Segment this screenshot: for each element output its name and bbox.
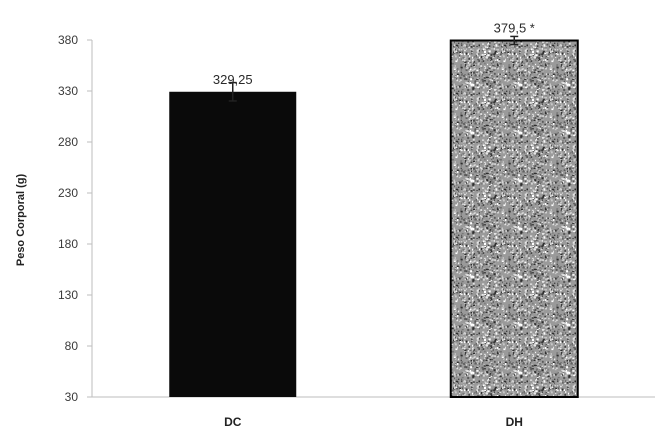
y-tick-label: 80: [65, 339, 79, 353]
y-tick-label: 230: [58, 186, 78, 200]
y-tick-label: 30: [65, 390, 79, 404]
y-tick-label: 130: [58, 288, 78, 302]
x-axis: DC DH: [92, 396, 655, 429]
error-bar: [228, 81, 237, 102]
data-label: 379,5 *: [494, 21, 535, 36]
bar-dc: [169, 91, 297, 397]
bar-dh: [449, 39, 579, 398]
y-axis: 30 80 130 180 230 280 330 380: [58, 33, 93, 404]
x-tick-label: DH: [506, 415, 523, 429]
error-bar: [510, 35, 519, 46]
data-label: 329,25: [213, 72, 253, 87]
y-tick-label: 280: [58, 135, 78, 149]
y-tick-label: 330: [58, 84, 78, 98]
y-tick-label: 380: [58, 33, 78, 47]
bars: 329,25 379,5 *: [169, 21, 579, 398]
y-tick-label: 180: [58, 237, 78, 251]
y-axis-label: Peso Corporal (g): [15, 174, 27, 267]
x-tick-label: DC: [224, 415, 242, 429]
